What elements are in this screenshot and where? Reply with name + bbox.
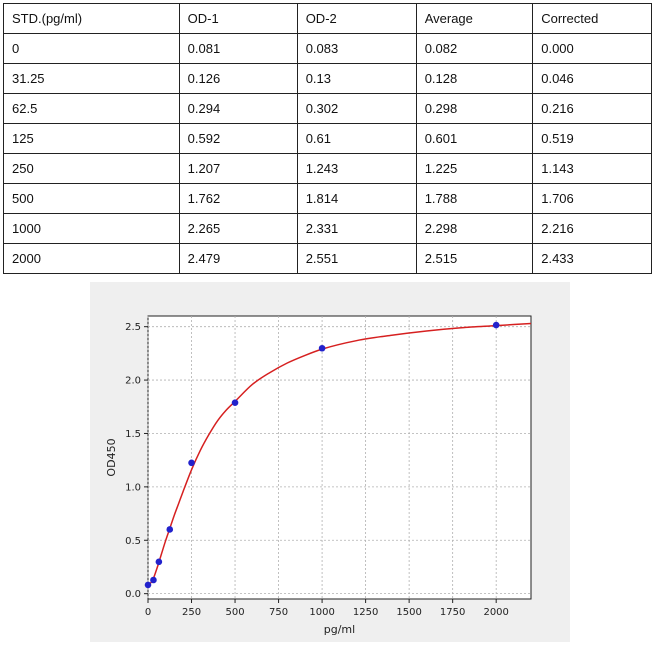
standard-curve-table: STD.(pg/ml) OD-1 OD-2 Average Corrected 0 0.08… (3, 3, 652, 274)
table-cell: 250 (3, 153, 180, 184)
table-cell: 2.216 (532, 213, 652, 244)
data-point (144, 581, 152, 589)
table-cell: 0.126 (178, 63, 298, 94)
data-point (231, 399, 239, 407)
x-axis-ticks: 0 250 500 750 1000 1250 1500 1750 2000 (145, 599, 509, 618)
table-row: 500 1.762 1.814 1.788 1.706 (3, 183, 652, 214)
x-tick-label: 0 (145, 607, 151, 618)
table-cell: 0.081 (178, 33, 298, 64)
table-cell: 0.128 (415, 63, 534, 94)
table-row: 0 0.081 0.083 0.082 0.000 (3, 33, 652, 64)
table-row: 31.25 0.126 0.13 0.128 0.046 (3, 63, 652, 94)
table-cell: 62.5 (3, 93, 180, 124)
y-axis-ticks: 0.0 0.5 1.0 1.5 2.0 2.5 (125, 322, 148, 600)
table-cell: 2.298 (415, 213, 534, 244)
table-cell: 0.294 (178, 93, 298, 124)
fit-curve (147, 322, 532, 586)
x-tick-label: 1000 (309, 607, 334, 618)
standard-curve-chart: 0 250 500 750 1000 1250 1500 1750 2000 0.0 0.5 1.0… (90, 282, 570, 642)
table-row: 125 0.592 0.61 0.601 0.519 (3, 123, 652, 154)
table-cell: 1.207 (178, 153, 298, 184)
table-cell: 0.000 (532, 33, 652, 64)
table-cell: 31.25 (3, 63, 180, 94)
x-tick-label: 250 (182, 607, 201, 618)
table-cell: 0.601 (415, 123, 534, 154)
table-cell: 1.706 (532, 183, 652, 214)
table-cell: 1.243 (296, 153, 417, 184)
table-cell: 0.298 (415, 93, 534, 124)
table-cell: 2.515 (415, 243, 534, 274)
table-cell: 1.788 (415, 183, 534, 214)
table-cell: 1.814 (296, 183, 417, 214)
y-tick-label: 1.0 (125, 482, 141, 493)
x-axis-label: pg/ml (324, 623, 355, 636)
table-row: 2000 2.479 2.551 2.515 2.433 (3, 243, 652, 274)
y-tick-label: 1.5 (125, 429, 141, 440)
x-tick-label: 750 (269, 607, 288, 618)
table-row: 250 1.207 1.243 1.225 1.143 (3, 153, 652, 184)
table-cell: 0 (3, 33, 180, 64)
table-cell: 2000 (3, 243, 180, 274)
table-cell: 0.083 (296, 33, 417, 64)
table-header-row: STD.(pg/ml) OD-1 OD-2 Average Corrected (3, 3, 652, 34)
table-cell: 1000 (3, 213, 180, 244)
table-cell: 0.592 (178, 123, 298, 154)
table-cell: 0.61 (296, 123, 417, 154)
x-tick-label: 2000 (483, 607, 508, 618)
table-cell: 2.551 (296, 243, 417, 274)
table-cell: 0.13 (296, 63, 417, 94)
data-point (155, 558, 163, 566)
table-row: 62.5 0.294 0.302 0.298 0.216 (3, 93, 652, 124)
chart-svg: 0 250 500 750 1000 1250 1500 1750 2000 0.0 0.5 1.0… (105, 315, 532, 636)
data-points (144, 321, 500, 589)
table-cell: STD.(pg/ml) (3, 3, 180, 34)
y-tick-label: 2.0 (125, 376, 141, 387)
data-point (188, 459, 195, 467)
data-point (150, 576, 157, 584)
table-cell: 0.216 (532, 93, 652, 124)
y-axis-label: OD450 (105, 438, 118, 476)
y-tick-label: 2.5 (125, 322, 141, 333)
table-cell: OD-2 (296, 3, 417, 34)
table-cell: 1.143 (532, 153, 652, 184)
table-cell: 0.302 (296, 93, 417, 124)
table-row: 1000 2.265 2.331 2.298 2.216 (3, 213, 652, 244)
y-tick-label: 0.0 (125, 589, 141, 600)
x-tick-label: 500 (225, 607, 244, 618)
table-cell: Average (415, 3, 534, 34)
table-cell: Corrected (532, 3, 652, 34)
x-tick-label: 1750 (440, 607, 465, 618)
table-cell: 1.225 (415, 153, 534, 184)
x-tick-label: 1250 (353, 607, 378, 618)
grid-lines (147, 316, 531, 599)
table-cell: 0.046 (532, 63, 652, 94)
plot-area (147, 315, 532, 600)
table-cell: OD-1 (178, 3, 298, 34)
table-cell: 125 (3, 123, 180, 154)
x-tick-label: 1500 (396, 607, 421, 618)
table-cell: 2.479 (178, 243, 298, 274)
y-tick-label: 0.5 (125, 536, 141, 547)
data-point (492, 321, 500, 329)
table-cell: 1.762 (178, 183, 298, 214)
table-cell: 2.265 (178, 213, 298, 244)
table-cell: 0.519 (532, 123, 652, 154)
data-point (318, 344, 326, 352)
data-point (166, 526, 174, 533)
table-cell: 500 (3, 183, 180, 214)
table-cell: 2.433 (532, 243, 652, 274)
table-cell: 2.331 (296, 213, 417, 244)
table-cell: 0.082 (415, 33, 534, 64)
